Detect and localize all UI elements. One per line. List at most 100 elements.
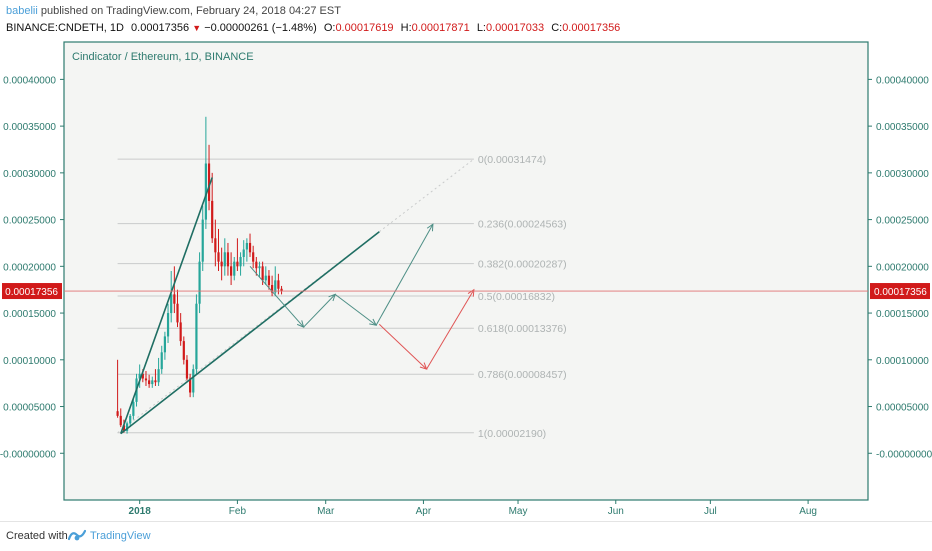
symbol-label: BINANCE:CNDETH, 1D — [6, 22, 124, 34]
y-tick-label: 0.00015000 — [3, 309, 56, 320]
projection-segment — [334, 293, 377, 326]
chart-header: babelii published on TradingView.com, Fe… — [0, 0, 932, 38]
publish-line: babelii published on TradingView.com, Fe… — [6, 5, 341, 17]
candle-body — [179, 322, 182, 342]
candle-body — [258, 266, 261, 269]
footer: Created with TradingView — [0, 521, 932, 551]
y-tick-label: 0.00030000 — [876, 169, 929, 180]
fib-level-label: 0.382(0.00020287) — [478, 259, 567, 271]
candle-body — [148, 380, 151, 385]
y-tick-label: 0.00040000 — [876, 75, 929, 86]
candle-body — [195, 303, 198, 370]
chart-canvas[interactable]: 0(0.00031474) 0.236(0.00024563) 0.382(0.00… — [0, 0, 932, 521]
candle-body — [233, 261, 236, 276]
x-tick-label: May — [509, 506, 528, 517]
candle-body — [252, 252, 255, 262]
y-tick-label: -0.00000000 — [0, 449, 56, 460]
y-tick-label: 0.00035000 — [3, 122, 56, 133]
y-tick-label: 0.00015000 — [876, 309, 929, 320]
projection-arrowhead — [426, 223, 434, 232]
down-triangle-icon: ▼ — [192, 23, 202, 33]
candle-body — [264, 275, 267, 281]
plot-area[interactable] — [63, 41, 869, 501]
candle-body — [198, 261, 201, 304]
y-axis-right[interactable]: 0.00040000 0.00035000 0.00030000 0.00025000… — [868, 75, 932, 460]
last-price: 0.00017356 — [131, 22, 190, 34]
price-tag-right-text: 0.00017356 — [874, 287, 927, 298]
candle-body — [138, 373, 141, 379]
y-tick-label: 0.00005000 — [876, 403, 929, 414]
price-tag-right — [870, 283, 930, 300]
candle-body — [248, 242, 252, 253]
price-tag-left — [2, 283, 62, 300]
candle-body — [154, 380, 157, 383]
candle-body — [163, 336, 166, 353]
candle-body — [116, 411, 119, 416]
candle-body — [280, 288, 283, 292]
candle-body — [261, 266, 264, 281]
close-value: 0.00017356 — [562, 22, 621, 34]
projection-arrowhead — [467, 288, 475, 297]
y-tick-label: 0.00025000 — [876, 216, 929, 227]
y-tick-label: 0.00030000 — [3, 169, 56, 180]
candle-body — [274, 280, 277, 293]
candle-body — [242, 249, 245, 257]
candle-body — [204, 163, 207, 220]
candle-body — [270, 285, 274, 293]
open-value: 0.00017619 — [335, 22, 394, 34]
candle-body — [230, 266, 233, 276]
author-link[interactable]: babelii — [6, 5, 38, 17]
candle-body — [277, 280, 280, 289]
y-tick-label: 0.00010000 — [876, 356, 929, 367]
trendlines[interactable] — [119, 177, 380, 435]
y-tick-label: 0.00040000 — [3, 75, 56, 86]
candle-body — [122, 425, 126, 431]
candle-body — [157, 369, 160, 383]
candle-body — [166, 313, 170, 337]
fib-level-label: 0.786(0.00008457) — [478, 369, 567, 381]
y-axis-left[interactable]: 0.00040000 0.00035000 0.00030000 0.00025000… — [0, 75, 64, 460]
candle-body — [170, 294, 173, 314]
candle-body — [214, 238, 217, 253]
candle-body — [223, 252, 226, 267]
x-tick-label: Apr — [416, 506, 432, 517]
candle-body — [129, 415, 132, 424]
candle-body — [176, 303, 179, 323]
low-value: 0.00017033 — [486, 22, 545, 34]
candle-body — [173, 294, 176, 304]
tradingview-link[interactable]: TradingView — [90, 530, 151, 542]
candle-body — [192, 369, 195, 393]
close-label: C: — [551, 22, 563, 34]
price-tag-left-text: 0.00017356 — [5, 287, 58, 298]
x-tick-label: Jun — [608, 506, 624, 517]
price-tags: 0.00017356 0.00017356 — [2, 283, 930, 300]
candle-body — [201, 219, 204, 262]
x-axis[interactable]: 2018 Feb Mar Apr May Jun Jul Aug — [129, 500, 817, 517]
fib-level-label: 0.5(0.00016832) — [478, 291, 555, 303]
y-tick-label: 0.00010000 — [3, 356, 56, 367]
candle-body — [245, 242, 248, 250]
y-tick-label: 0.00025000 — [3, 216, 56, 227]
open-label: O: — [323, 22, 336, 34]
y-tick-label: 0.00005000 — [3, 403, 56, 414]
publish-info: published on TradingView.com, February 2… — [40, 5, 341, 17]
candle-body — [211, 200, 214, 239]
trendline — [119, 177, 213, 434]
candle-body — [132, 401, 135, 416]
candle-body — [226, 252, 230, 267]
candle-body — [207, 163, 211, 201]
candle-body — [220, 261, 223, 267]
candle-body — [185, 359, 189, 379]
low-label: L: — [476, 22, 486, 34]
y-tick-label: 0.00035000 — [876, 122, 929, 133]
tradingview-logo-icon[interactable] — [68, 528, 86, 542]
candle-body — [267, 275, 271, 286]
fib-retracement[interactable]: 0(0.00031474) 0.236(0.00024563) 0.382(0.00… — [117, 154, 567, 440]
candle-body — [182, 341, 185, 360]
x-tick-label: Jul — [704, 506, 717, 517]
projection-paths[interactable] — [249, 223, 475, 370]
candle-body — [144, 378, 148, 381]
candle-body — [189, 378, 192, 393]
candle-body — [239, 256, 242, 267]
candle-body — [119, 415, 122, 426]
